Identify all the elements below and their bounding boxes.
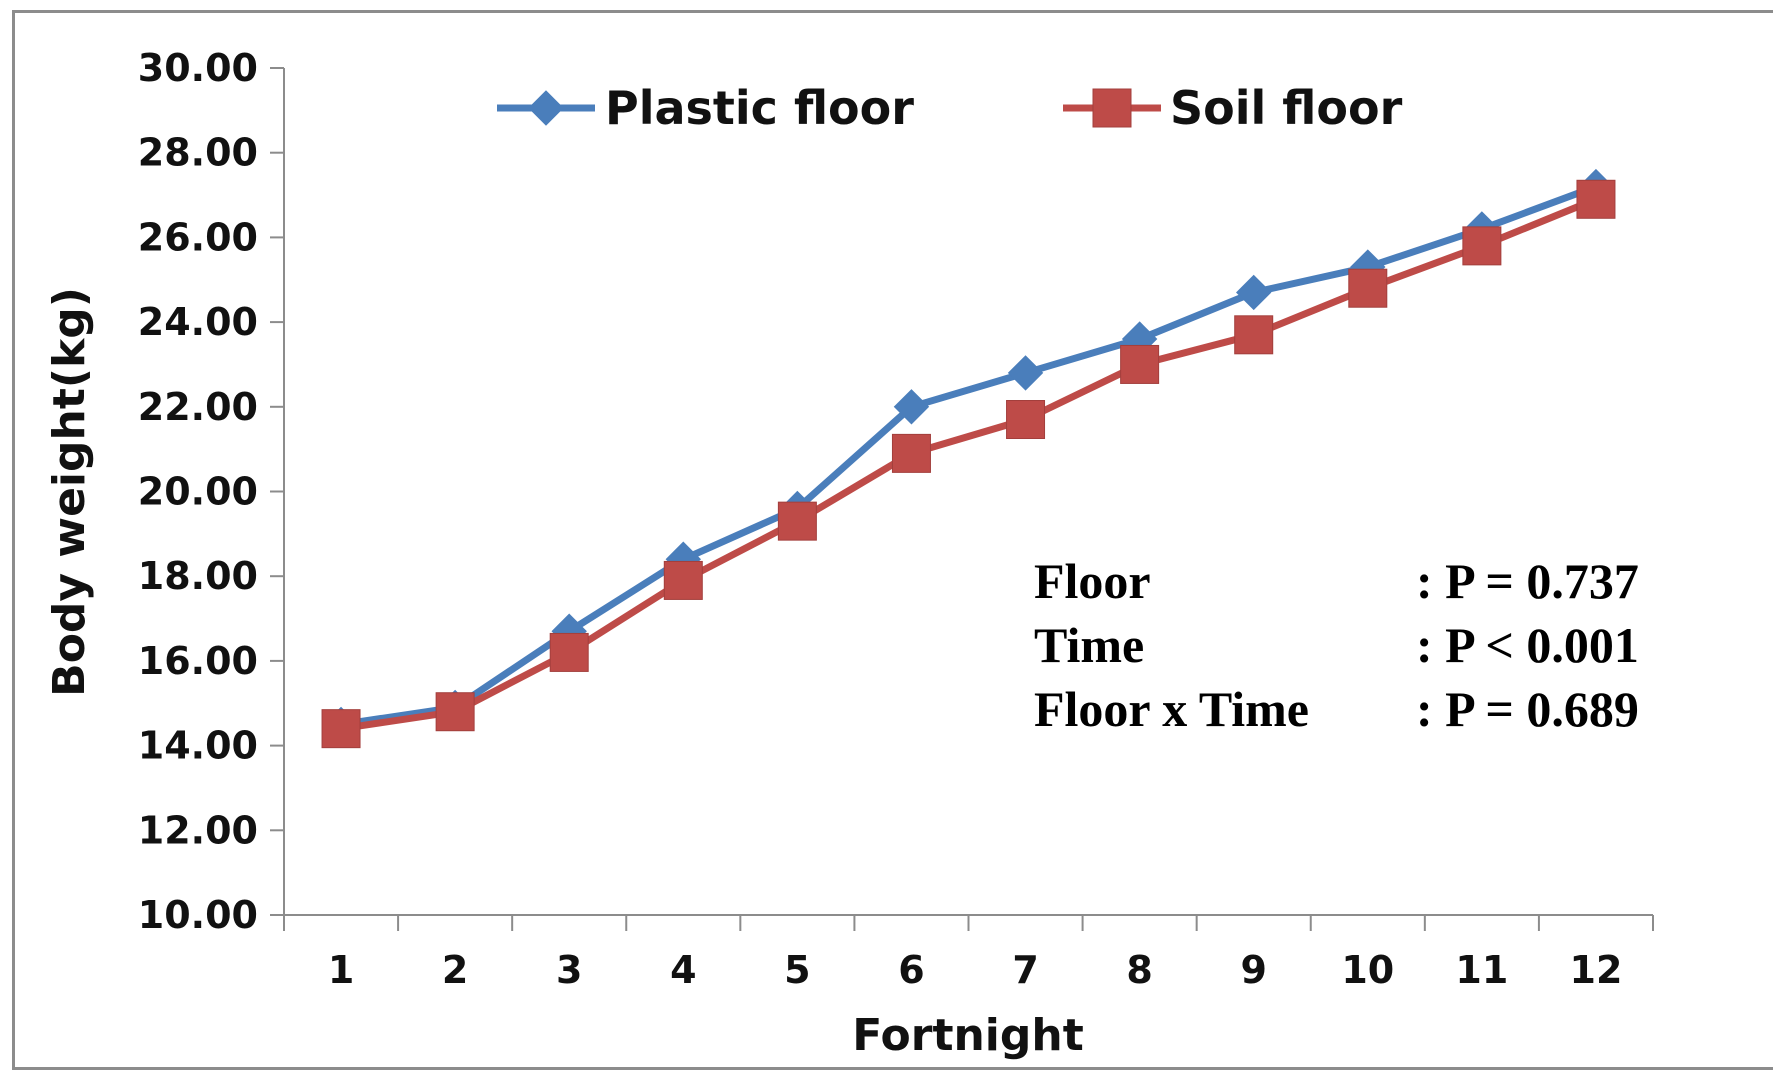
x-tick-label: 8: [1126, 948, 1152, 992]
data-point-square: [321, 709, 361, 749]
data-point-square: [435, 692, 475, 732]
y-axis-title: Body weight(kg): [44, 287, 95, 697]
x-tick-label: 7: [1012, 948, 1038, 992]
y-tick-label: 26.00: [138, 215, 258, 259]
y-tick-label: 10.00: [138, 893, 258, 937]
legend-item: Soil floor: [1063, 81, 1403, 135]
x-tick-label: 12: [1570, 948, 1623, 992]
annotation-label: Floor: [1034, 553, 1151, 609]
stats-annotation: Floor : P = 0.737 Time : P < 0.001 Floor x T…: [1034, 553, 1639, 737]
y-axis: 10.00 12.00 14.00 16.00 18.00 20.00 22.00 24.00…: [138, 46, 285, 937]
data-point-square: [549, 632, 589, 672]
x-tick-label: 6: [898, 948, 924, 992]
data-point-square: [663, 560, 703, 600]
y-tick-label: 14.00: [138, 724, 258, 768]
x-tick-label: 9: [1240, 948, 1266, 992]
series-line: [340, 196, 1598, 733]
legend-label: Plastic floor: [605, 81, 914, 135]
data-point-diamond: [893, 389, 930, 425]
y-tick-label: 18.00: [138, 554, 258, 598]
y-tick-label: 20.00: [138, 470, 258, 514]
data-point-square: [1348, 268, 1388, 308]
y-tick-label: 28.00: [138, 131, 258, 175]
data-point-square: [1006, 400, 1046, 440]
series-layer: [321, 168, 1616, 749]
annotation-value: : P = 0.737: [1416, 553, 1639, 609]
data-point-square: [1576, 179, 1616, 219]
x-axis-title: Fortnight: [852, 1010, 1084, 1061]
data-point-square: [891, 433, 931, 473]
x-tick-label: 11: [1455, 948, 1508, 992]
x-tick-label: 4: [670, 948, 696, 992]
annotation-value: : P = 0.689: [1416, 681, 1639, 737]
annotation-row: Floor : P = 0.737: [1034, 553, 1639, 609]
y-tick-label: 30.00: [138, 46, 258, 90]
legend-swatch-marker: [528, 90, 564, 126]
data-point-square: [1462, 226, 1502, 266]
annotation-label: Floor x Time: [1034, 681, 1309, 737]
x-axis: 1 2 3 4 5 6 7 8 9 10 11 12: [283, 914, 1654, 992]
x-tick-label: 2: [442, 948, 468, 992]
data-point-square: [777, 501, 817, 541]
x-tick-label: 3: [556, 948, 582, 992]
series-line: [340, 183, 1598, 728]
y-tick-label: 24.00: [138, 300, 258, 344]
annotation-label: Time: [1034, 617, 1144, 673]
data-point-square: [1234, 315, 1274, 355]
x-tick-label: 10: [1341, 948, 1394, 992]
data-point-diamond: [1007, 355, 1044, 391]
x-tick-label: 1: [328, 948, 354, 992]
annotation-row: Time : P < 0.001: [1034, 617, 1639, 673]
y-tick-label: 12.00: [138, 808, 258, 852]
legend-swatch-marker: [1092, 88, 1132, 128]
series-soil-floor: [321, 179, 1616, 749]
chart-frame: [12, 10, 1773, 1070]
y-tick-label: 16.00: [138, 639, 258, 683]
legend: Plastic floor Soil floor: [497, 81, 1403, 135]
y-tick-label: 22.00: [138, 385, 258, 429]
legend-label: Soil floor: [1170, 81, 1403, 135]
x-tick-label: 5: [784, 948, 810, 992]
annotation-value: : P < 0.001: [1416, 617, 1639, 673]
legend-item: Plastic floor: [497, 81, 914, 135]
data-point-square: [1120, 344, 1160, 384]
annotation-row: Floor x Time : P = 0.689: [1034, 681, 1639, 737]
data-point-diamond: [1236, 274, 1272, 311]
